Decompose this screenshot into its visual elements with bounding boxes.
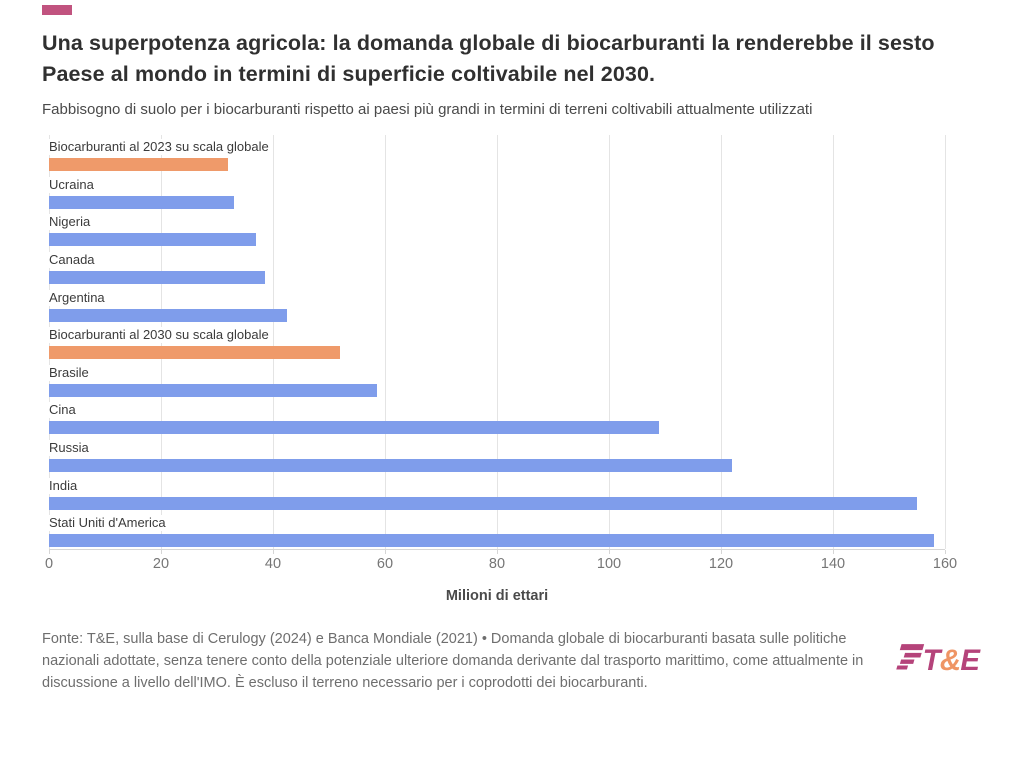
te-logo-text: T&E bbox=[923, 644, 982, 677]
tick-mark-60 bbox=[385, 550, 386, 554]
tick-label-140: 140 bbox=[820, 556, 846, 572]
bar-row: Nigeria bbox=[49, 210, 945, 248]
country-bar bbox=[49, 534, 934, 548]
gridline-120 bbox=[721, 135, 722, 549]
chart-subtitle: Fabbisogno di suolo per i biocarburanti … bbox=[42, 101, 813, 118]
country-bar bbox=[49, 233, 257, 247]
bar-row: Brasile bbox=[49, 361, 945, 399]
tick-mark-140 bbox=[833, 550, 834, 554]
te-logo: T&E bbox=[888, 640, 988, 682]
gridline-140 bbox=[833, 135, 834, 549]
bar-row: Ucraina bbox=[49, 173, 945, 211]
biofuel-bar bbox=[49, 158, 229, 171]
tick-label-40: 40 bbox=[264, 556, 282, 572]
bar-row: Canada bbox=[49, 248, 945, 286]
bar-row: Cina bbox=[49, 398, 945, 436]
plot-area: Biocarburanti al 2023 su scala globale Uc… bbox=[49, 135, 946, 550]
tick-label-100: 100 bbox=[596, 556, 622, 572]
country-bar bbox=[49, 496, 917, 510]
bar-row: Biocarburanti al 2030 su scala globale bbox=[49, 323, 945, 361]
source-note: Fonte: T&E, sulla base di Cerulogy (2024… bbox=[42, 631, 864, 691]
bar-label: Ucraina bbox=[49, 176, 97, 193]
bar-row: Stati Uniti d'America bbox=[49, 511, 945, 549]
tick-label-120: 120 bbox=[708, 556, 734, 572]
bar-row: India bbox=[49, 474, 945, 512]
bar-row: Biocarburanti al 2023 su scala globale bbox=[49, 135, 945, 173]
bar-row: Argentina bbox=[49, 286, 945, 324]
tick-mark-80 bbox=[497, 550, 498, 554]
country-bar bbox=[49, 383, 377, 397]
tick-mark-160 bbox=[945, 550, 946, 554]
tick-label-160: 160 bbox=[932, 556, 958, 572]
gridline-100 bbox=[609, 135, 610, 549]
country-bar bbox=[49, 195, 234, 209]
bar-label: Brasile bbox=[49, 364, 92, 381]
tick-mark-0 bbox=[49, 550, 50, 554]
tick-mark-120 bbox=[721, 550, 722, 554]
bar-label: Russia bbox=[49, 440, 92, 456]
gridline-40 bbox=[273, 135, 274, 549]
brand-accent-bar bbox=[42, 5, 72, 15]
gridline-60 bbox=[385, 135, 386, 549]
bar-label: Biocarburanti al 2023 su scala globale bbox=[49, 139, 272, 155]
tick-mark-20 bbox=[161, 550, 162, 554]
tick-label-80: 80 bbox=[488, 556, 506, 572]
te-logo-graphic: T&E bbox=[896, 644, 982, 677]
bar-row: Russia bbox=[49, 436, 945, 474]
chart-title: Una superpotenza agricola: la domanda gl… bbox=[42, 31, 935, 86]
tick-label-60: 60 bbox=[376, 556, 394, 572]
bar-label: Cina bbox=[49, 402, 79, 419]
bar-label: Argentina bbox=[49, 289, 108, 306]
tick-label-20: 20 bbox=[152, 556, 170, 572]
biofuel-bar bbox=[49, 346, 341, 360]
tick-label-0: 0 bbox=[44, 556, 54, 572]
tick-mark-40 bbox=[273, 550, 274, 554]
gridline-160 bbox=[945, 135, 946, 549]
x-axis-title: Milioni di ettari bbox=[445, 588, 549, 604]
footer: Fonte: T&E, sulla base di Cerulogy (2024… bbox=[42, 628, 994, 694]
country-bar bbox=[49, 421, 660, 435]
horizontal-bar-chart: Biocarburanti al 2023 su scala globale Uc… bbox=[42, 135, 1024, 604]
x-axis: 0 20 40 60 80 100 120 140 160 bbox=[45, 550, 957, 576]
bar-label: Biocarburanti al 2030 su scala globale bbox=[49, 327, 272, 344]
country-bar bbox=[49, 308, 287, 322]
country-bar bbox=[49, 459, 733, 472]
bar-label: Nigeria bbox=[49, 214, 94, 231]
te-logo-speed-stripes bbox=[896, 644, 925, 670]
gridline-80 bbox=[497, 135, 498, 549]
country-bar bbox=[49, 270, 265, 284]
bar-label: Canada bbox=[49, 251, 98, 268]
tick-mark-100 bbox=[609, 550, 610, 554]
bar-label: India bbox=[49, 477, 81, 494]
bar-label: Stati Uniti d'America bbox=[49, 515, 169, 532]
